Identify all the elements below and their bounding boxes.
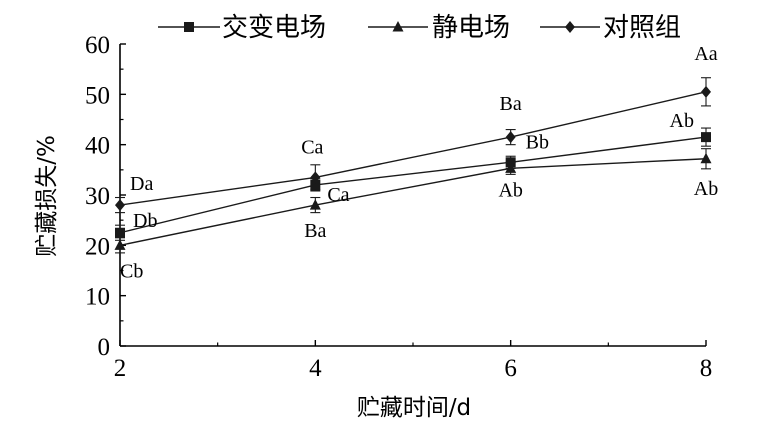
data-label: Ab [670, 110, 694, 132]
data-point [309, 199, 321, 210]
series-3 [115, 77, 711, 214]
data-label: Db [133, 210, 157, 232]
y-tick-label: 60 [85, 32, 110, 59]
x-ticks: 2 4 6 8 [114, 340, 713, 382]
series-1 [115, 127, 711, 241]
y-tick-label: 30 [85, 183, 110, 210]
data-point [701, 132, 711, 143]
data-label: Ca [327, 184, 349, 206]
legend-item: 交变电场 [158, 13, 326, 43]
y-tick-label: 40 [85, 133, 110, 160]
data-label: Bb [526, 131, 549, 153]
legend-label: 对照组 [603, 13, 681, 43]
data-label: Ba [304, 220, 326, 242]
x-tick-label: 4 [309, 355, 322, 382]
data-point [505, 131, 516, 144]
data-point [310, 171, 321, 184]
legend-marker [184, 22, 194, 32]
y-tick-label: 10 [85, 284, 110, 311]
y-tick-label: 50 [85, 82, 110, 109]
legend-label: 静电场 [432, 13, 510, 43]
y-tick-label: 20 [85, 233, 110, 260]
x-tick-label: 2 [114, 355, 127, 382]
data-label: Ca [301, 136, 323, 158]
data-label: Cb [120, 260, 143, 282]
data-label: Aa [694, 43, 717, 65]
legend-item: 对照组 [540, 13, 681, 43]
x-tick-label: 6 [504, 355, 517, 382]
data-label: Ba [500, 93, 522, 115]
legend: 交变电场 静电场 对照组 [158, 13, 681, 43]
series-2 [114, 148, 712, 254]
series-line [119, 91, 707, 206]
data-point [505, 162, 517, 173]
data-point [115, 199, 125, 212]
data-point [114, 239, 126, 250]
data-label: Da [130, 173, 153, 195]
legend-marker [392, 21, 404, 32]
data-label: Ab [498, 179, 522, 201]
series-line [119, 158, 707, 247]
data-point [700, 152, 712, 164]
x-tick-label: 8 [700, 355, 713, 382]
legend-item: 静电场 [368, 13, 510, 43]
y-axis-label: 贮藏损失/% [34, 135, 60, 257]
series-line [119, 136, 707, 234]
x-axis-label: 贮藏时间/d [357, 395, 471, 421]
legend-marker [565, 21, 575, 33]
y-ticks: 0 10 20 30 40 50 60 [85, 32, 126, 361]
data-point [701, 85, 711, 98]
legend-label: 交变电场 [222, 13, 326, 43]
axes: 0 10 20 30 40 50 60 2 4 6 8 贮藏损失/% 贮藏时间/d [34, 32, 712, 421]
y-tick-label: 0 [98, 334, 111, 361]
data-label: Ab [694, 178, 718, 200]
data-point [115, 227, 125, 238]
